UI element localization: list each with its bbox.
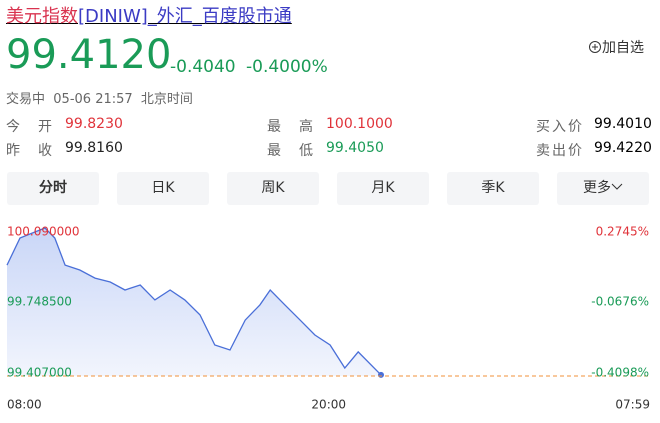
quote-value: 99.8160	[65, 140, 123, 156]
tab[interactable]: 周K	[227, 172, 319, 205]
change-pct: -0.4000%	[246, 57, 328, 77]
add-watch-label: 加自选	[602, 40, 644, 56]
quote-value: 99.4050	[326, 140, 384, 156]
quote-value: 99.8230	[65, 116, 123, 132]
timezone: 北京时间	[140, 92, 193, 107]
y-tick-label: 100.090000	[7, 225, 80, 239]
y2-tick-label: 0.2745%	[596, 225, 649, 239]
y2-tick-label: -0.4098%	[591, 366, 649, 380]
quote-label: 卖出价	[536, 143, 584, 159]
title[interactable]: 美元指数[DINIW]_外汇_百度股市通	[6, 2, 292, 28]
tab[interactable]: 更多	[557, 172, 649, 205]
price-line	[6, 227, 382, 376]
quote-value: 100.1000	[326, 116, 393, 132]
y-tick-label: 99.407000	[7, 366, 72, 380]
x-tick-label: 07:59	[615, 398, 650, 412]
quote-label: 最 高	[267, 119, 315, 135]
status: 交易中	[6, 92, 46, 107]
title-name: 美元指数	[6, 6, 78, 27]
add-watch-button[interactable]: 加自选	[588, 37, 644, 57]
price: 99.4120	[6, 32, 172, 78]
x-tick-label: 08:00	[7, 398, 42, 412]
time: 05-06 21:57	[53, 92, 133, 107]
quote-value: 99.4010	[594, 116, 652, 132]
tab[interactable]: 分时	[7, 172, 99, 205]
y2-tick-label: -0.0676%	[591, 294, 649, 308]
tab[interactable]: 季K	[447, 172, 539, 205]
plus-icon	[589, 41, 601, 53]
quote-label: 今 开	[6, 119, 54, 135]
quote-label: 最 低	[267, 143, 315, 159]
change: -0.4040	[170, 57, 236, 77]
quote-value: 99.4220	[594, 140, 652, 156]
title-rest: [DINIW]_外汇_百度股市通	[78, 6, 292, 27]
area	[7, 228, 382, 376]
x-tick-label: 20:00	[311, 398, 346, 412]
last-point	[378, 371, 385, 378]
tab[interactable]: 日K	[117, 172, 209, 205]
quote-label: 买入价	[536, 119, 584, 135]
tab[interactable]: 月K	[337, 172, 429, 205]
y-tick-label: 99.748500	[7, 295, 72, 309]
chart: 100.090000 99.748500 99.407000 0.2745% -0.06…	[6, 225, 650, 412]
chevron	[611, 183, 623, 190]
quote-label: 昨 收	[6, 143, 54, 159]
status-line: 交易中 05-06 21:57 北京时间	[6, 88, 193, 107]
